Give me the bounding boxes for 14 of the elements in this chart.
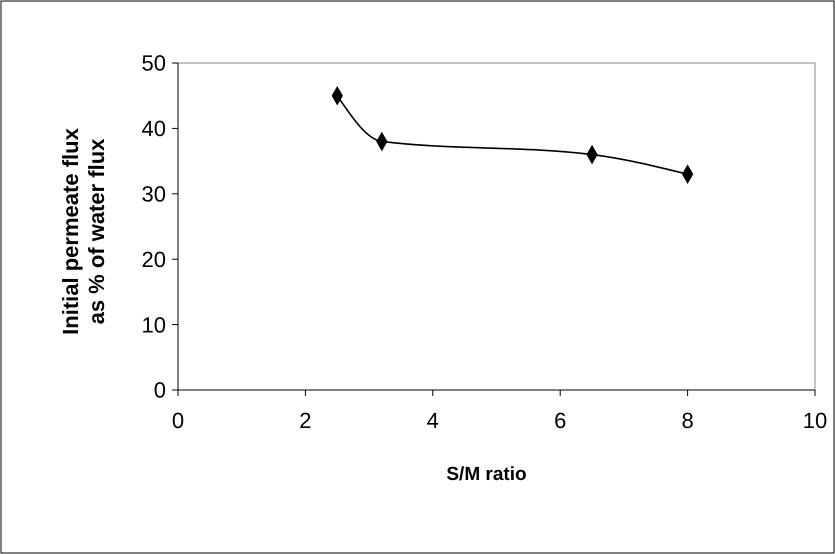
x-tick-label: 10 <box>802 408 828 433</box>
x-tick-label: 2 <box>299 408 312 433</box>
y-tick-label: 20 <box>142 246 166 272</box>
y-axis-title: Initial permeate flux as % of water flux <box>58 127 109 335</box>
x-axis-title: S/M ratio <box>446 464 527 485</box>
y-tick-label: 50 <box>142 50 166 76</box>
x-tick-label: 6 <box>554 408 566 433</box>
y-tick-label: 10 <box>142 312 166 338</box>
y-tick-label: 40 <box>142 116 166 142</box>
y-tick-label: 0 <box>154 378 166 403</box>
y-tick-label: 30 <box>142 182 166 206</box>
x-tick-label: 4 <box>426 408 439 433</box>
x-tick-label: 0 <box>172 408 184 433</box>
x-tick-label: 8 <box>681 408 694 433</box>
